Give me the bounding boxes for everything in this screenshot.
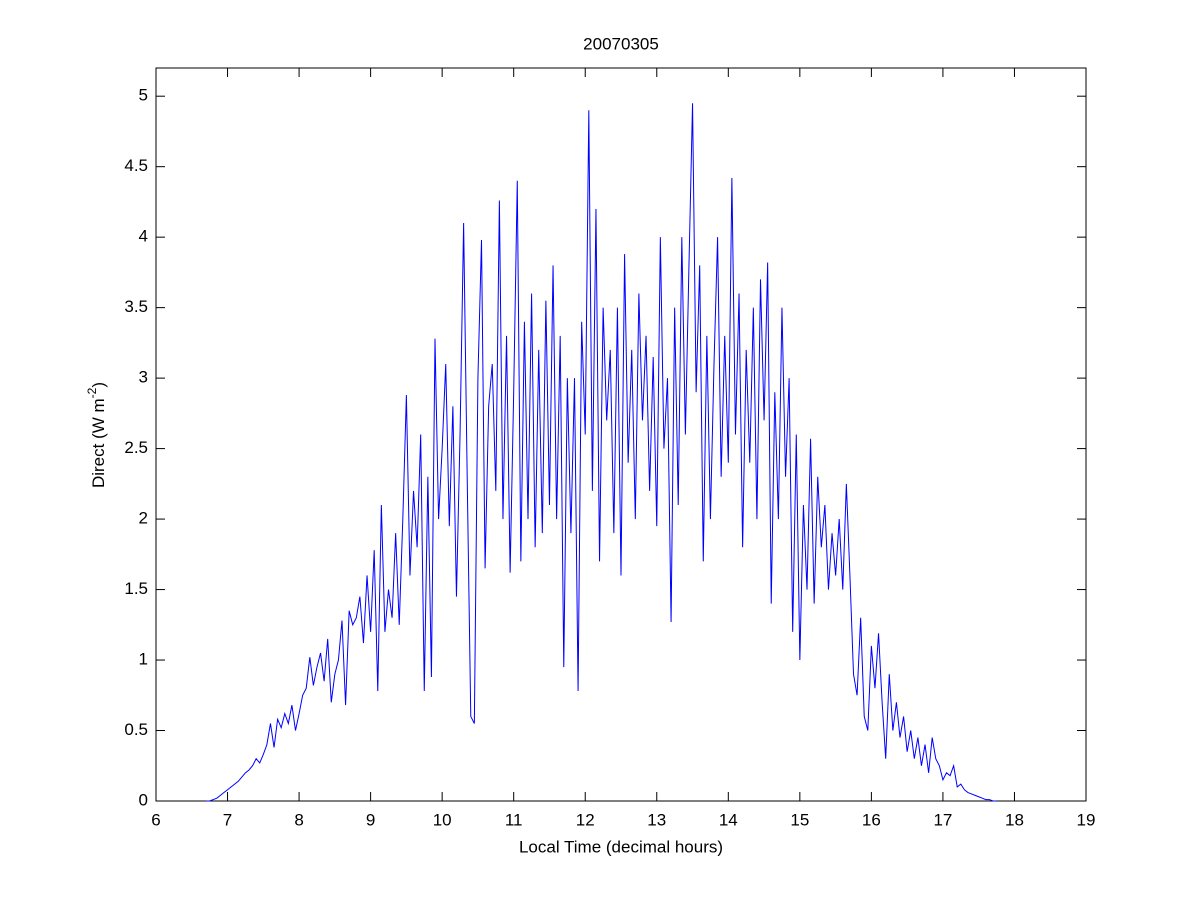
- axes-box: [155, 67, 1087, 802]
- y-label-superscript: -2: [85, 387, 99, 398]
- x-tick-label: 14: [719, 810, 738, 829]
- y-tick-label: 3.5: [124, 297, 148, 316]
- y-tick-label: 2: [139, 509, 148, 528]
- y-tick-label: 4: [139, 227, 148, 246]
- x-tick-label: 18: [1005, 810, 1024, 829]
- x-tick-label: 15: [790, 810, 809, 829]
- x-tick-label: 12: [576, 810, 595, 829]
- y-tick-label: 2.5: [124, 438, 148, 457]
- y-label-suffix: ): [89, 382, 108, 388]
- y-tick-label: 5: [139, 86, 148, 105]
- x-tick-label: 11: [505, 810, 523, 829]
- x-tick-label: 13: [647, 810, 666, 829]
- y-label-text: Direct (W m: [89, 398, 108, 488]
- y-tick-label: 3: [139, 368, 148, 387]
- x-tick-label: 9: [366, 810, 375, 829]
- x-tick-label: 19: [1077, 810, 1096, 829]
- x-tick-label: 17: [933, 810, 952, 829]
- x-tick-label: 8: [294, 810, 303, 829]
- x-tick-label: 16: [862, 810, 881, 829]
- x-tick-label: 6: [151, 810, 160, 829]
- data-line: [206, 103, 997, 802]
- x-tick-label: 10: [433, 810, 452, 829]
- x-axis-label: Local Time (decimal hours): [519, 837, 723, 856]
- y-tick-label: 1: [139, 650, 148, 669]
- y-tick-label: 0.5: [124, 720, 148, 739]
- y-tick-label: 4.5: [124, 156, 148, 175]
- chart-title: 20070305: [583, 34, 659, 53]
- y-tick-label: 1.5: [124, 579, 148, 598]
- y-tick-label: 0: [139, 790, 148, 809]
- x-tick-label: 7: [223, 810, 232, 829]
- y-axis-label: Direct (W m-2): [85, 382, 108, 488]
